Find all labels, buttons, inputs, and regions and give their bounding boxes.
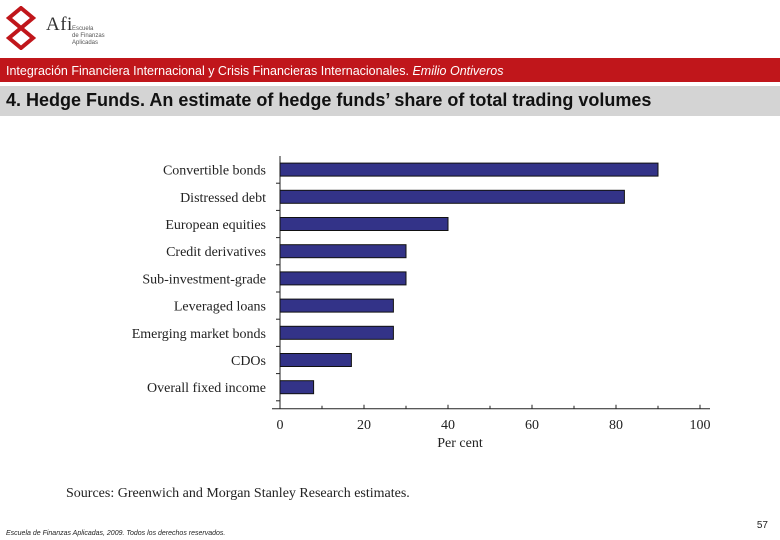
bar (279, 353, 352, 367)
x-tick-label: 80 (609, 418, 623, 433)
category-label: Credit derivatives (166, 245, 266, 260)
bar (279, 380, 315, 395)
bar (279, 162, 659, 177)
afi-logo: Afi Escuela de Finanzas Aplicadas (6, 6, 116, 54)
category-label: Sub-investment-grade (142, 272, 266, 287)
category-label: Convertible bonds (163, 164, 266, 179)
category-label: Distressed debt (180, 191, 266, 206)
header-bar: Integración Financiera Internacional y C… (0, 58, 780, 82)
x-axis-label: Per cent (437, 436, 483, 450)
x-tick-label: 0 (277, 418, 284, 433)
title-bar: 4. Hedge Funds. An estimate of hedge fun… (0, 86, 780, 116)
bar (279, 217, 449, 231)
bar (279, 298, 394, 313)
header-subtitle: Integración Financiera Internacional y C… (6, 64, 503, 78)
bar (279, 325, 394, 340)
footer-copyright: Escuela de Finanzas Aplicadas, 2009. Tod… (6, 530, 226, 537)
category-label: European equities (165, 218, 266, 233)
bar-chart: Convertible bonds Distressed debt European… (132, 156, 711, 450)
logo-line: Escuela (72, 26, 94, 32)
x-tick-label: 40 (441, 418, 455, 433)
course-title: Integración Financiera Internacional y C… (6, 64, 409, 78)
category-label: Leveraged loans (174, 300, 266, 315)
x-tick-label: 100 (690, 418, 711, 433)
x-tick-label: 20 (357, 418, 371, 433)
bar (279, 244, 407, 259)
author-name: Emilio Ontiveros (412, 64, 504, 78)
source-note: Sources: Greenwich and Morgan Stanley Re… (66, 486, 410, 501)
bar (279, 189, 625, 204)
bar (279, 271, 407, 286)
category-label: CDOs (231, 354, 266, 369)
logo-line: de Finanzas (72, 33, 105, 39)
slide-title: 4. Hedge Funds. An estimate of hedge fun… (6, 90, 652, 110)
logo-line: Aplicadas (72, 40, 99, 46)
x-tick-label: 60 (525, 418, 539, 433)
page-number: 57 (756, 520, 768, 531)
afi-logo-icon (6, 6, 36, 50)
category-label: Overall fixed income (147, 381, 266, 396)
logo-text: Afi (46, 14, 73, 35)
category-label: Emerging market bonds (132, 327, 266, 342)
logo-subtext: Escuela de Finanzas Aplicadas (72, 26, 105, 47)
